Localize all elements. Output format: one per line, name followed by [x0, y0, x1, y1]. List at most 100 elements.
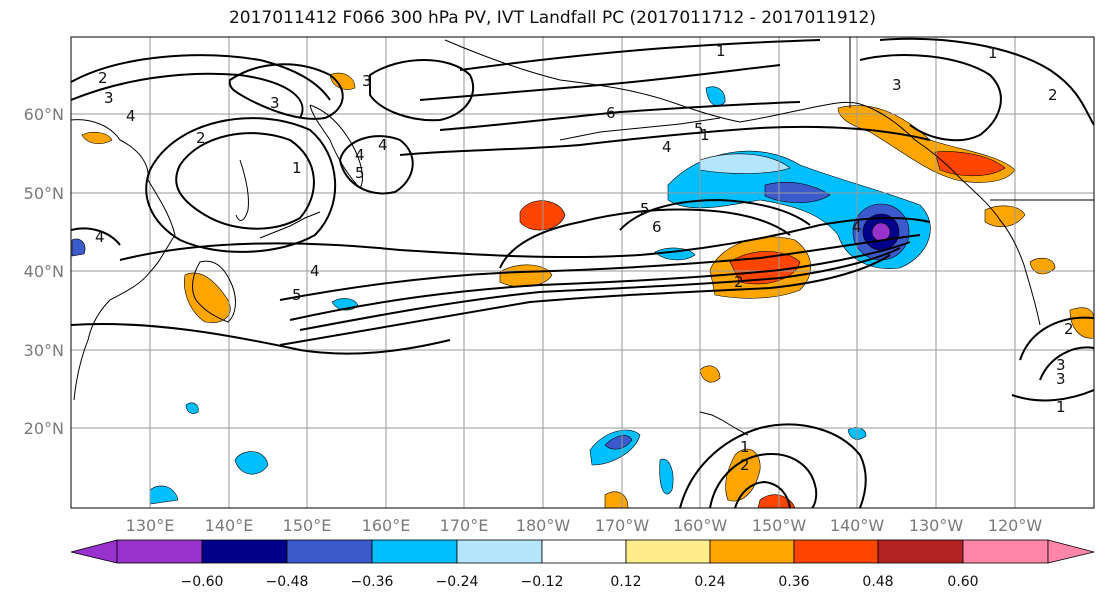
positive-anomaly-us [1069, 307, 1094, 339]
pv-contour-jet-1 [119, 217, 931, 261]
negative-anomaly-small-g [659, 458, 674, 495]
colorbar-segment [456, 539, 543, 564]
pv-label: 1 [716, 42, 726, 60]
pv-label: 3 [1056, 356, 1066, 374]
coast-hawaii [699, 411, 749, 436]
coast-aleutians [559, 117, 721, 141]
pv-contour-us-low-2 [1039, 346, 1094, 381]
pv-contour-trough-1 [679, 423, 867, 508]
pv-contour-north-3 [419, 64, 781, 101]
lon-label: 140°E [205, 516, 254, 535]
lon-label: 140°W [830, 516, 885, 535]
pv-label: 4 [355, 146, 365, 164]
pv-label: 2 [734, 273, 744, 291]
pv-contour-north-4 [459, 39, 821, 71]
lat-label: 50°N [24, 184, 64, 203]
coast-japan [192, 260, 236, 323]
plot-area [71, 37, 1094, 508]
negative-anomaly-small-e [705, 86, 726, 107]
pv-contour-aleutian-ring [369, 59, 475, 122]
coast-canada [859, 103, 1041, 326]
pv-label: 3 [892, 76, 902, 94]
colorbar-extend-high [1047, 539, 1095, 564]
colorbar-segment [286, 539, 373, 564]
pv-contour-us-low [1019, 316, 1094, 361]
negative-anomaly-tropics-core [604, 435, 633, 450]
colorbar-tick: 0.36 [778, 574, 809, 590]
colorbar-segment [371, 539, 458, 564]
lon-label: 180°W [516, 516, 571, 535]
positive-anomaly-west-edge [81, 131, 113, 144]
lon-label: 130°E [126, 516, 175, 535]
pv-contour-north-1 [399, 125, 931, 156]
pv-label: 4 [95, 228, 105, 246]
pv-contour-low-west [175, 132, 315, 230]
longitude-labels: 130°E 140°E 150°E 160°E 170°E 180°W 170°… [126, 516, 1043, 535]
lat-label: 40°N [24, 262, 64, 281]
pv-label: 4 [310, 262, 320, 280]
pv-label: 1 [700, 126, 710, 144]
colorbar-tick: 0.12 [610, 574, 641, 590]
positive-anomaly-hawaii [725, 448, 761, 502]
plot-border [70, 36, 1095, 509]
colorbar-segment [962, 539, 1049, 564]
colorbar [70, 539, 1095, 564]
pv-label: 2 [196, 129, 206, 147]
pv-contour-ridge-1 [499, 208, 791, 269]
coast-kurils [259, 211, 321, 239]
pv-label: 4 [662, 138, 672, 156]
pv-contour-gulf [859, 54, 1002, 142]
lon-label: 170°E [440, 516, 489, 535]
pv-label: 5 [640, 200, 650, 218]
pv-label: 4 [126, 107, 136, 125]
pv-contour-trough-2 [709, 453, 818, 508]
coast-asia [71, 119, 176, 401]
pv-contour-labels: 2 3 4 3 2 1 4 5 4 6 5 4 5 6 3 4 5 2 1 2 … [95, 42, 1074, 474]
coast-sakhalin [235, 159, 249, 221]
pv-contour-sw [71, 323, 451, 355]
lon-label: 160°E [362, 516, 411, 535]
colorbar-segment [793, 539, 879, 564]
pv-contour-jet-4 [299, 247, 901, 331]
pv-contour-us-low-3 [1011, 389, 1094, 402]
lon-label: 120°W [988, 516, 1043, 535]
negative-anomaly-small-c [149, 485, 179, 505]
colorbar-segment [541, 539, 627, 564]
pv-label: 4 [378, 136, 388, 154]
pv-contour-north-2 [439, 101, 801, 131]
colorbar-segment [625, 539, 711, 564]
lat-label: 30°N [24, 341, 64, 360]
pv-contour-jet-3 [289, 241, 911, 321]
lon-label: 160°W [673, 516, 728, 535]
pv-label: 1 [1056, 398, 1066, 416]
pv-label: 5 [355, 164, 365, 182]
pv-label: 1 [988, 44, 998, 62]
pv-contour-north-arc [71, 54, 331, 101]
pv-label: 3 [270, 94, 280, 112]
positive-anomaly-japan [184, 272, 231, 323]
pv-contour-jet-5 [279, 254, 891, 346]
lat-label: 60°N [24, 105, 64, 124]
pv-contour-kamchatka-ring [228, 63, 344, 120]
pv-label: 5 [292, 286, 302, 304]
negative-anomaly-small-a [234, 451, 269, 475]
lon-label: 130°W [909, 516, 964, 535]
colorbar-tick: 0.60 [947, 574, 978, 590]
negative-anomaly-small-h [185, 402, 199, 414]
pv-contours [71, 37, 1094, 508]
colorbar-segment [116, 539, 203, 564]
pv-contour-north-arc-2 [71, 72, 304, 119]
colorbar-tick: 0.24 [694, 574, 725, 590]
coastlines [71, 37, 1094, 436]
negative-anomaly-mid [764, 181, 831, 203]
lon-label: 150°E [283, 516, 332, 535]
negative-anomaly-center [871, 222, 891, 242]
pv-contour-kamchatka-low [338, 135, 414, 195]
pv-label: 2 [98, 69, 108, 87]
pv-label: 3 [362, 72, 372, 90]
pv-label: 3 [1056, 370, 1066, 388]
colorbar-ticks: −0.60 −0.48 −0.36 −0.24 −0.12 0.12 0.24 … [181, 574, 979, 590]
pv-label: 1 [740, 438, 750, 456]
colorbar-tick: −0.24 [436, 574, 479, 590]
